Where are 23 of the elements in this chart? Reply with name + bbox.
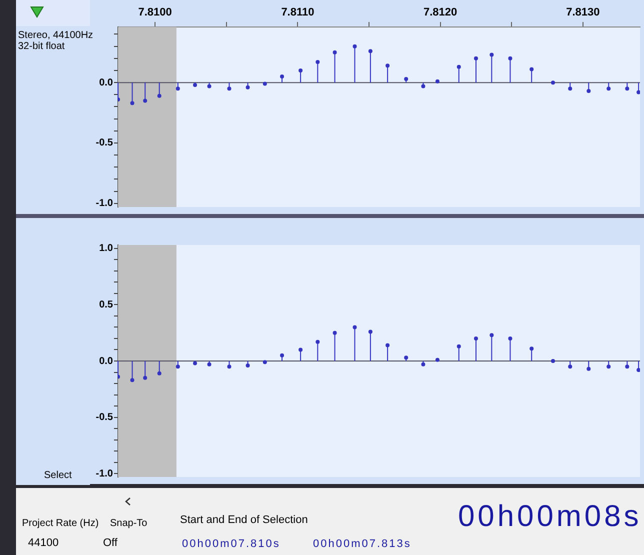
y-tick-label: -0.5 bbox=[96, 138, 114, 149]
y-tick-label: -1.0 bbox=[96, 198, 114, 210]
text: Start and End of Selection bbox=[180, 514, 308, 526]
text: 32-bit float bbox=[18, 41, 65, 52]
text: Off bbox=[103, 537, 118, 549]
text: 00h00m07.813s bbox=[313, 538, 412, 550]
text: 00h00m08s bbox=[458, 500, 642, 534]
y-tick-label: 0.0 bbox=[99, 356, 114, 367]
x-tick-label: 7.8110 bbox=[281, 6, 314, 18]
text: Select bbox=[44, 470, 72, 481]
x-tick-label: 7.8130 bbox=[566, 6, 600, 18]
text: Snap-To bbox=[110, 518, 148, 529]
y-tick-label: -1.0 bbox=[96, 468, 114, 480]
y-tick-label: 0.5 bbox=[99, 299, 114, 310]
x-tick-label: 7.8100 bbox=[138, 6, 172, 18]
text: 00h00m07.810s bbox=[182, 538, 280, 550]
y-tick-label: -0.5 bbox=[96, 412, 114, 424]
text: Stereo, 44100Hz bbox=[18, 30, 94, 41]
text: 44100 bbox=[28, 537, 59, 549]
y-tick-label: 1.0 bbox=[99, 243, 114, 254]
y-tick-label: 0.0 bbox=[99, 77, 114, 88]
text: Project Rate (Hz) bbox=[22, 518, 99, 529]
x-tick-label: 7.8120 bbox=[424, 6, 458, 18]
